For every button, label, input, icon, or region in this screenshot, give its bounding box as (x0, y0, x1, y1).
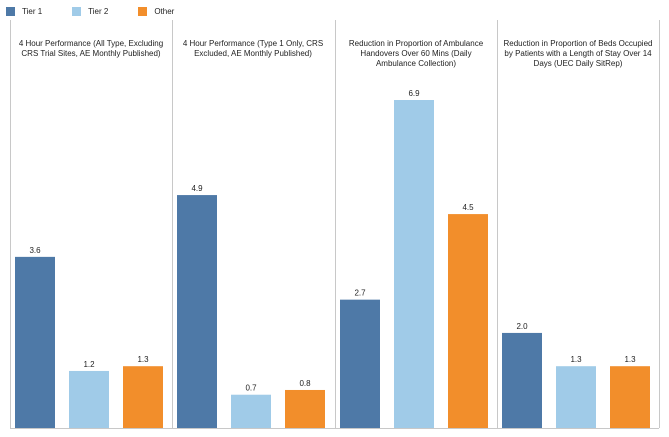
data-label-other: 1.3 (624, 355, 636, 364)
bar-tier-1 (15, 256, 55, 428)
bar-tier-2 (556, 366, 596, 428)
panel-1: 4 Hour Performance (All Type, Excluding C… (15, 39, 163, 428)
panel-3: Reduction in Proportion of Ambulance Hand… (340, 39, 488, 428)
panel-title: Reduction in Proportion of Beds Occupied… (504, 39, 653, 68)
bar-other (285, 389, 325, 428)
legend-item-tier-1: Tier 1 (6, 6, 43, 16)
chart-legend: Tier 1 Tier 2 Other (6, 4, 204, 18)
legend-swatch (72, 6, 82, 16)
legend-swatch (6, 6, 15, 16)
bar-other (610, 366, 650, 428)
panel-2: 4 Hour Performance (Type 1 Only, CRS Excl… (177, 39, 325, 428)
data-label-other: 4.5 (462, 203, 474, 212)
data-label-tier-2: 1.3 (570, 355, 582, 364)
panel-title-line: CRS Trial Sites, AE Monthly Published) (21, 49, 161, 58)
legend-swatch (138, 6, 148, 16)
bar-other (448, 214, 488, 428)
bar-tier-2 (231, 394, 271, 428)
bar-tier-1 (502, 332, 542, 428)
panel-title-line: Ambulance Collection) (376, 59, 456, 68)
panel-title: 4 Hour Performance (Type 1 Only, CRS Excl… (183, 39, 323, 58)
legend-label: Tier 2 (88, 6, 109, 16)
legend-label: Tier 1 (22, 6, 43, 16)
bar-tier-2 (394, 100, 434, 428)
bar-tier-1 (340, 299, 380, 428)
data-label-tier-1: 2.7 (354, 289, 366, 298)
data-label-tier-2: 6.9 (408, 89, 420, 98)
panel-title-line: Excluded, AE Monthly Published) (194, 49, 312, 58)
data-label-tier-2: 1.2 (83, 360, 95, 369)
data-label-tier-2: 0.7 (245, 384, 257, 393)
data-label-other: 1.3 (137, 355, 149, 364)
data-label-tier-1: 4.9 (191, 184, 203, 193)
panel-title-line: Reduction in Proportion of Ambulance (349, 39, 484, 48)
data-label-tier-1: 3.6 (29, 246, 41, 255)
panel-title: Reduction in Proportion of Ambulance Hand… (349, 39, 484, 68)
bar-tier-1 (177, 195, 217, 428)
panel-title-line: 4 Hour Performance (Type 1 Only, CRS (183, 39, 323, 48)
legend-item-tier-2: Tier 2 (72, 6, 109, 16)
data-label-tier-1: 2.0 (516, 322, 528, 331)
legend-label: Other (154, 6, 175, 16)
legend-item-other: Other (138, 6, 175, 16)
panel-title-line: Days (UEC Daily SitRep) (534, 59, 623, 68)
data-label-other: 0.8 (299, 379, 311, 388)
panel-title-line: by Patients with a Length of Stay Over 1… (504, 49, 652, 58)
panel-title-line: 4 Hour Performance (All Type, Excluding (19, 39, 163, 48)
panel-title-line: Reduction in Proportion of Beds Occupied (504, 39, 653, 48)
panel-title: 4 Hour Performance (All Type, Excluding C… (19, 39, 163, 58)
bar-tier-2 (69, 370, 109, 428)
bar-other (123, 366, 163, 428)
panel-4: Reduction in Proportion of Beds Occupied… (502, 39, 652, 428)
panel-title-line: Handovers Over 60 Mins (Daily (360, 49, 471, 58)
